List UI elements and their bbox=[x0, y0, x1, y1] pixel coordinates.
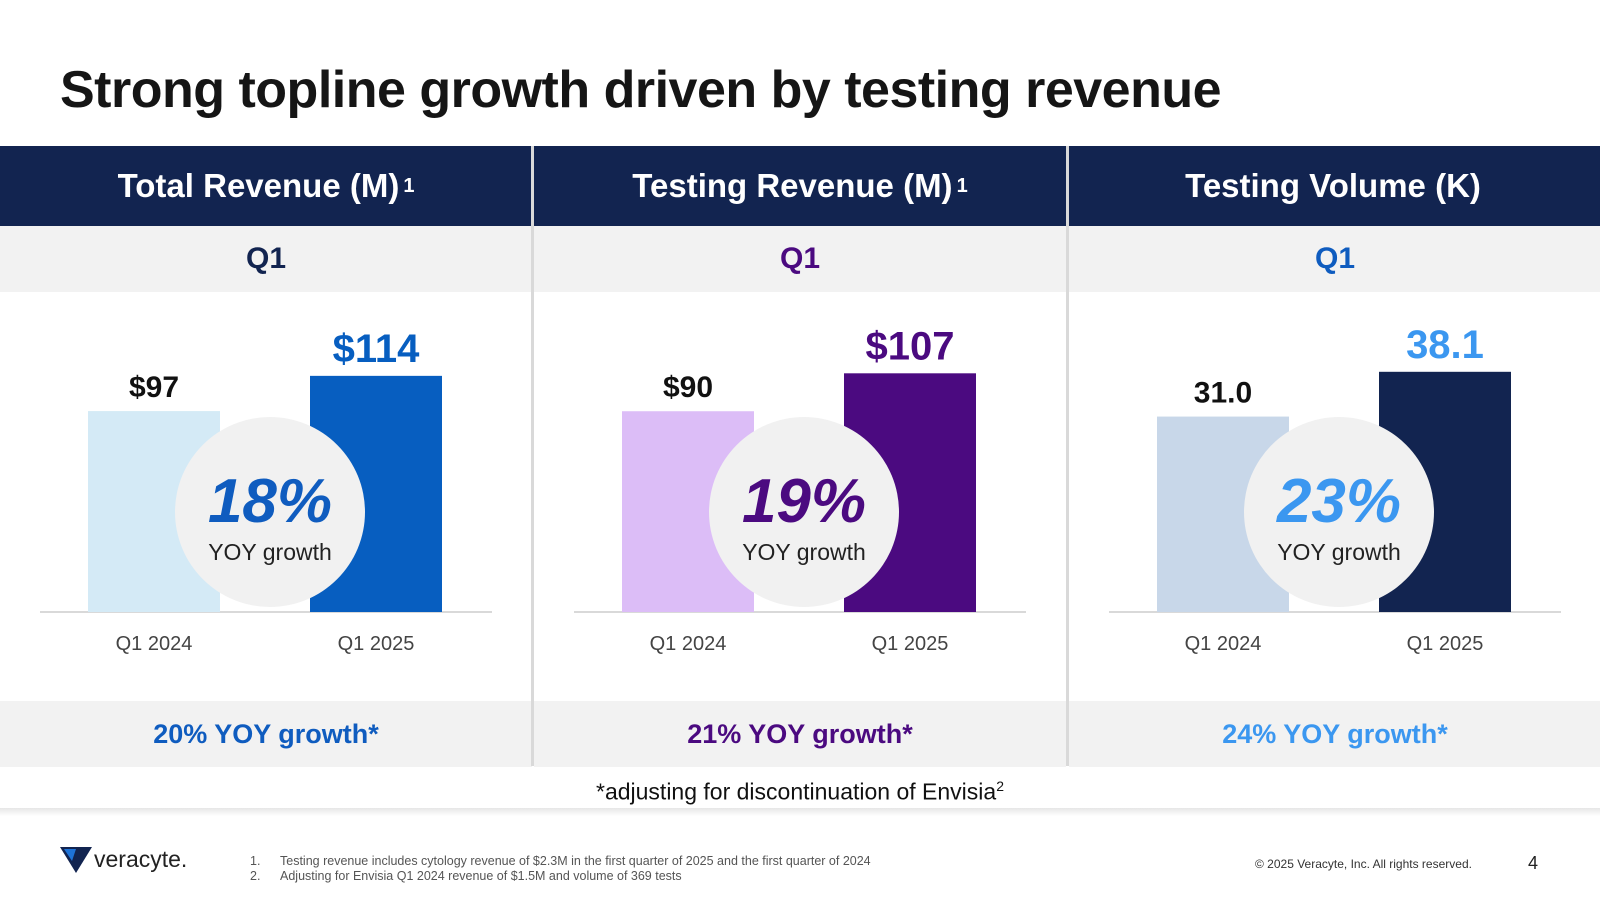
period-label: Q1 bbox=[534, 226, 1066, 292]
bar-value-label: $107 bbox=[866, 324, 955, 368]
panel-header-label: Testing Volume (K) bbox=[1185, 167, 1481, 204]
growth-percent: 23% bbox=[1276, 467, 1401, 536]
footnote-marker: 1 bbox=[956, 174, 968, 197]
growth-label: YOY growth bbox=[742, 539, 866, 565]
x-tick-label: Q1 2025 bbox=[872, 633, 949, 655]
bar-value-label: 31.0 bbox=[1194, 377, 1252, 410]
adjusted-growth: 24% YOY growth* bbox=[1069, 701, 1600, 767]
x-tick-label: Q1 2025 bbox=[1407, 633, 1484, 655]
x-tick-label: Q1 2025 bbox=[338, 633, 415, 655]
growth-percent: 19% bbox=[742, 467, 866, 536]
adjusted-growth: 20% YOY growth* bbox=[0, 701, 532, 767]
copyright: © 2025 Veracyte, Inc. All rights reserve… bbox=[1255, 857, 1472, 871]
x-tick-label: Q1 2024 bbox=[1185, 633, 1262, 655]
panel-header: Testing Revenue (M) 1 bbox=[534, 146, 1066, 226]
growth-label: YOY growth bbox=[208, 539, 332, 565]
adjustment-note-text: *adjusting for discontinuation of Envisi… bbox=[596, 778, 997, 805]
page-number: 4 bbox=[1528, 853, 1539, 873]
panel-testing-revenue: Testing Revenue (M) 1 Q1 $90 Q1 2024 $107 Q1… bbox=[534, 146, 1066, 767]
panel-header-label: Total Revenue (M) bbox=[117, 167, 400, 204]
period-label: Q1 bbox=[1069, 226, 1600, 292]
total-revenue-chart: $97 Q1 2024 $114 Q1 2025 18% YOY growth bbox=[40, 327, 492, 655]
growth-circle bbox=[709, 417, 899, 607]
panel-testing-volume: Testing Volume (K) Q1 31.0 Q1 2024 38.1 Q1 … bbox=[1069, 146, 1600, 767]
footnote-number: 2. bbox=[250, 869, 261, 883]
bar-value-label: $114 bbox=[333, 327, 421, 371]
veracyte-logo-icon bbox=[60, 846, 92, 873]
panel-divider bbox=[1066, 146, 1069, 766]
testing-revenue-chart: $90 Q1 2024 $107 Q1 2025 19% YOY growth bbox=[574, 324, 1026, 655]
footnote-text: Adjusting for Envisia Q1 2024 revenue of… bbox=[280, 869, 682, 883]
footnote-item: 2. Adjusting for Envisia Q1 2024 revenue … bbox=[250, 869, 871, 884]
panel-total-revenue: Total Revenue (M) 1 Q1 $97 Q1 2024 $114 Q1 2… bbox=[0, 146, 532, 767]
growth-circle bbox=[175, 417, 365, 607]
footnote-item: 1. Testing revenue includes cytology reve… bbox=[250, 854, 871, 869]
page-title: Strong topline growth driven by testing … bbox=[60, 61, 1222, 119]
footnotes: 1. Testing revenue includes cytology reve… bbox=[250, 854, 871, 884]
section-divider bbox=[0, 808, 1600, 816]
footnote-marker: 2 bbox=[996, 778, 1004, 794]
panel-header: Testing Volume (K) bbox=[1069, 146, 1600, 226]
adjusted-growth: 21% YOY growth* bbox=[534, 701, 1066, 767]
x-tick-label: Q1 2024 bbox=[116, 633, 193, 655]
bar-value-label: $97 bbox=[129, 371, 179, 404]
footnote-text: Testing revenue includes cytology revenu… bbox=[280, 854, 871, 868]
panel-header: Total Revenue (M) 1 bbox=[0, 146, 532, 226]
veracyte-logo: veracyte. bbox=[60, 846, 187, 873]
footnote-marker: 1 bbox=[403, 174, 415, 197]
adjustment-note: *adjusting for discontinuation of Envisi… bbox=[0, 778, 1600, 806]
bar-value-label: 38.1 bbox=[1406, 323, 1484, 367]
testing-volume-chart: 31.0 Q1 2024 38.1 Q1 2025 23% YOY growth bbox=[1109, 323, 1561, 655]
x-tick-label: Q1 2024 bbox=[650, 633, 727, 655]
growth-percent: 18% bbox=[208, 467, 332, 536]
period-label: Q1 bbox=[0, 226, 532, 292]
panel-header-label: Testing Revenue (M) bbox=[632, 167, 953, 204]
logo-wordmark: veracyte. bbox=[94, 846, 188, 872]
footnote-number: 1. bbox=[250, 854, 261, 868]
panel-divider bbox=[531, 146, 534, 766]
growth-circle bbox=[1244, 417, 1434, 607]
growth-label: YOY growth bbox=[1277, 539, 1401, 565]
bar-value-label: $90 bbox=[663, 371, 713, 404]
